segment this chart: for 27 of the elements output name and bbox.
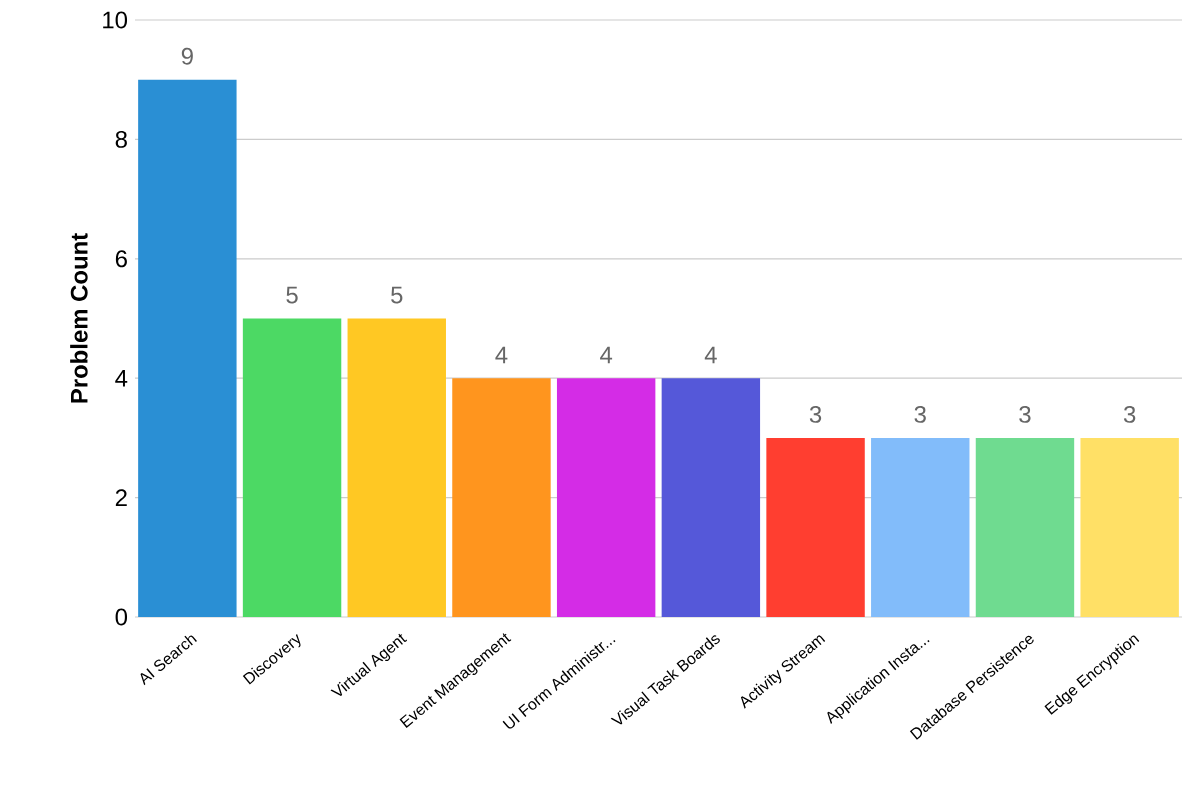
bar	[871, 437, 970, 617]
y-axis-title: Problem Count	[70, 233, 88, 403]
bar	[661, 378, 761, 617]
y-tick-label: 10	[103, 11, 128, 29]
bar	[452, 378, 551, 617]
y-tick-label: 4	[115, 369, 128, 387]
bar	[347, 318, 446, 617]
y-tick-label: 0	[115, 608, 128, 626]
bar	[766, 437, 865, 617]
y-tick-label: 2	[115, 489, 127, 506]
bar	[242, 318, 342, 617]
y-tick-label: 6	[115, 250, 127, 268]
data-label: 9	[181, 47, 193, 65]
data-label: 4	[495, 346, 508, 364]
data-label: 5	[391, 286, 403, 304]
data-label: 3	[914, 405, 926, 423]
data-label: 3	[809, 405, 822, 423]
bar	[556, 378, 656, 617]
bar	[1080, 437, 1179, 617]
data-label: 4	[704, 346, 717, 364]
data-label: 4	[600, 346, 613, 364]
data-label: 3	[1123, 405, 1136, 423]
data-label: 5	[286, 286, 298, 304]
bar	[138, 79, 237, 617]
bar	[975, 437, 1075, 617]
y-tick-label: 8	[115, 130, 127, 148]
data-label: 3	[1019, 405, 1031, 423]
